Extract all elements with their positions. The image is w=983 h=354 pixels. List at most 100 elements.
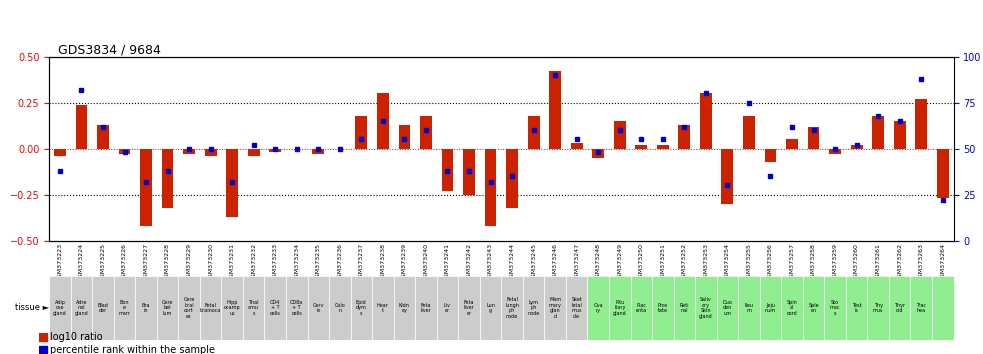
Text: GSM373250: GSM373250 bbox=[639, 243, 644, 281]
FancyBboxPatch shape bbox=[480, 276, 501, 340]
Text: Test
is: Test is bbox=[852, 303, 861, 313]
Text: Hipp
ocamp
us: Hipp ocamp us bbox=[224, 300, 241, 316]
Text: GSM373256: GSM373256 bbox=[768, 243, 773, 281]
Bar bbox=[808, 127, 820, 149]
FancyBboxPatch shape bbox=[845, 276, 867, 340]
Bar bbox=[463, 149, 475, 195]
Text: GSM373260: GSM373260 bbox=[854, 243, 859, 281]
FancyBboxPatch shape bbox=[932, 276, 954, 340]
Bar bbox=[398, 125, 410, 149]
Text: GSM373243: GSM373243 bbox=[489, 243, 493, 281]
Bar bbox=[76, 104, 87, 149]
Text: GSM373240: GSM373240 bbox=[424, 243, 429, 281]
Text: GSM373225: GSM373225 bbox=[100, 243, 105, 281]
Text: GSM373238: GSM373238 bbox=[380, 243, 385, 281]
Bar bbox=[830, 149, 841, 154]
Text: GSM373259: GSM373259 bbox=[833, 243, 838, 281]
Text: GSM373223: GSM373223 bbox=[57, 243, 62, 281]
Text: GSM373262: GSM373262 bbox=[897, 243, 902, 281]
FancyBboxPatch shape bbox=[609, 276, 630, 340]
Bar bbox=[313, 149, 324, 154]
Text: GSM373261: GSM373261 bbox=[876, 243, 881, 281]
Bar bbox=[850, 145, 862, 149]
FancyBboxPatch shape bbox=[889, 276, 910, 340]
Text: GSM373233: GSM373233 bbox=[272, 243, 278, 281]
Text: GSM373257: GSM373257 bbox=[789, 243, 794, 281]
Text: GSM373252: GSM373252 bbox=[682, 243, 687, 281]
Text: GSM373255: GSM373255 bbox=[746, 243, 751, 281]
Text: Adip
ose
gland: Adip ose gland bbox=[53, 300, 67, 316]
Bar bbox=[161, 149, 174, 207]
Text: Epid
dym
s: Epid dym s bbox=[356, 300, 367, 316]
Bar bbox=[97, 125, 109, 149]
Bar bbox=[786, 139, 798, 149]
Bar bbox=[141, 149, 152, 226]
FancyBboxPatch shape bbox=[867, 276, 889, 340]
FancyBboxPatch shape bbox=[910, 276, 932, 340]
Text: log10 ratio: log10 ratio bbox=[50, 332, 103, 342]
Text: GSM373249: GSM373249 bbox=[617, 243, 622, 281]
FancyBboxPatch shape bbox=[351, 276, 373, 340]
Text: Thy
mus: Thy mus bbox=[873, 303, 884, 313]
Bar bbox=[441, 149, 453, 191]
FancyBboxPatch shape bbox=[781, 276, 803, 340]
Bar bbox=[54, 149, 66, 156]
FancyBboxPatch shape bbox=[200, 276, 221, 340]
FancyBboxPatch shape bbox=[286, 276, 308, 340]
FancyBboxPatch shape bbox=[92, 276, 114, 340]
Text: Ova
ry: Ova ry bbox=[594, 303, 603, 313]
Text: Sple
en: Sple en bbox=[808, 303, 819, 313]
Text: GSM373248: GSM373248 bbox=[596, 243, 601, 281]
Bar bbox=[593, 149, 605, 158]
Text: GSM373227: GSM373227 bbox=[144, 243, 148, 281]
FancyBboxPatch shape bbox=[243, 276, 264, 340]
Text: GSM373264: GSM373264 bbox=[941, 243, 946, 281]
FancyBboxPatch shape bbox=[157, 276, 178, 340]
Text: Thal
amu
s: Thal amu s bbox=[249, 300, 260, 316]
FancyBboxPatch shape bbox=[264, 276, 286, 340]
FancyBboxPatch shape bbox=[523, 276, 545, 340]
Bar bbox=[894, 121, 905, 149]
Text: GSM373258: GSM373258 bbox=[811, 243, 816, 281]
Bar bbox=[119, 149, 131, 154]
FancyBboxPatch shape bbox=[49, 276, 71, 340]
Bar bbox=[678, 125, 690, 149]
Bar bbox=[506, 149, 518, 207]
Text: GSM373230: GSM373230 bbox=[208, 243, 213, 281]
Text: GSM373235: GSM373235 bbox=[316, 243, 320, 281]
Text: GSM373246: GSM373246 bbox=[552, 243, 557, 281]
Text: Cere
bel
lum: Cere bel lum bbox=[162, 300, 173, 316]
FancyBboxPatch shape bbox=[221, 276, 243, 340]
Text: GSM373229: GSM373229 bbox=[187, 243, 192, 281]
Text: GSM373237: GSM373237 bbox=[359, 243, 364, 281]
Text: GSM373245: GSM373245 bbox=[531, 243, 536, 281]
Text: Colo
n: Colo n bbox=[334, 303, 345, 313]
Bar bbox=[700, 93, 712, 149]
Bar bbox=[420, 115, 432, 149]
Text: Spin
al
cord: Spin al cord bbox=[786, 300, 797, 316]
Text: CD8a
+ T
cells: CD8a + T cells bbox=[290, 300, 304, 316]
Bar bbox=[183, 149, 195, 154]
FancyBboxPatch shape bbox=[373, 276, 393, 340]
Text: Fetal
brainoca: Fetal brainoca bbox=[200, 303, 221, 313]
Text: GSM373241: GSM373241 bbox=[445, 243, 450, 281]
Text: Saliv
ary
Skin
gland: Saliv ary Skin gland bbox=[699, 297, 713, 319]
Text: Reti
nal: Reti nal bbox=[679, 303, 689, 313]
Text: Pros
tate: Pros tate bbox=[658, 303, 667, 313]
Text: Pitu
itary
gland: Pitu itary gland bbox=[612, 300, 626, 316]
Text: percentile rank within the sample: percentile rank within the sample bbox=[50, 345, 215, 354]
Text: Feta
liver
er: Feta liver er bbox=[464, 300, 475, 316]
Bar bbox=[872, 115, 884, 149]
Bar bbox=[204, 149, 216, 156]
FancyBboxPatch shape bbox=[436, 276, 458, 340]
Bar bbox=[613, 121, 626, 149]
FancyBboxPatch shape bbox=[738, 276, 760, 340]
Bar bbox=[549, 72, 561, 149]
FancyBboxPatch shape bbox=[695, 276, 717, 340]
Bar bbox=[722, 149, 733, 204]
Text: Trac
hea: Trac hea bbox=[916, 303, 926, 313]
Text: tissue ►: tissue ► bbox=[15, 303, 49, 313]
FancyBboxPatch shape bbox=[566, 276, 588, 340]
Text: GSM373247: GSM373247 bbox=[574, 243, 579, 281]
FancyBboxPatch shape bbox=[71, 276, 92, 340]
